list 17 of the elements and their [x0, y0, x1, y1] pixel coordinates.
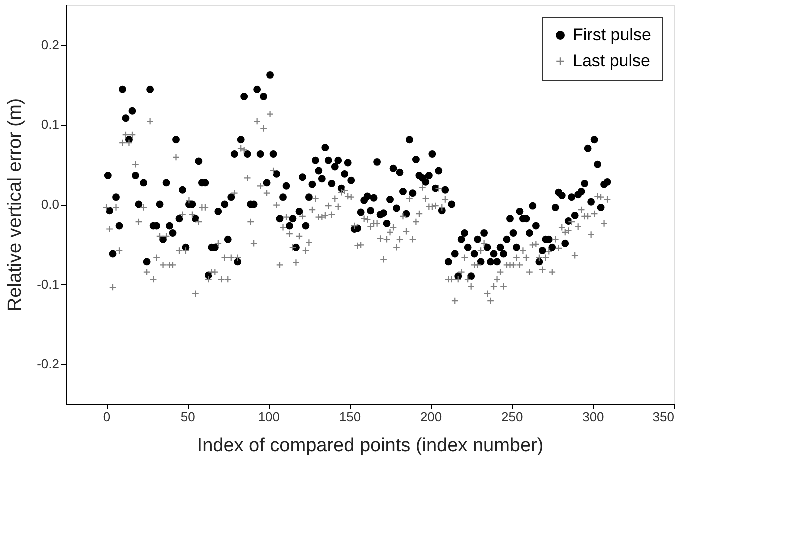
y-tick-label: 0.1: [41, 117, 60, 132]
y-tick-label: -0.1: [37, 276, 60, 292]
x-tick-label: 50: [180, 410, 196, 424]
y-tick-label: 0.2: [41, 37, 60, 52]
y-tick-label: 0.0: [41, 197, 60, 212]
x-axis-title: Index of compared points (index number): [197, 436, 544, 456]
legend-label: First pulse: [573, 26, 652, 44]
x-tick-label: 350: [652, 410, 674, 424]
y-tick-label: -0.2: [37, 356, 60, 372]
legend-label: Last pulse: [573, 52, 650, 70]
x-tick-label: 300: [582, 410, 604, 424]
x-tick-label: 200: [420, 410, 442, 424]
x-tick-label: 100: [258, 410, 280, 424]
x-tick-label: 150: [339, 410, 362, 424]
y-axis-title: Relative vertical error (m): [5, 98, 26, 312]
x-tick-label: 0: [103, 410, 111, 424]
x-tick-label: 250: [502, 410, 524, 424]
